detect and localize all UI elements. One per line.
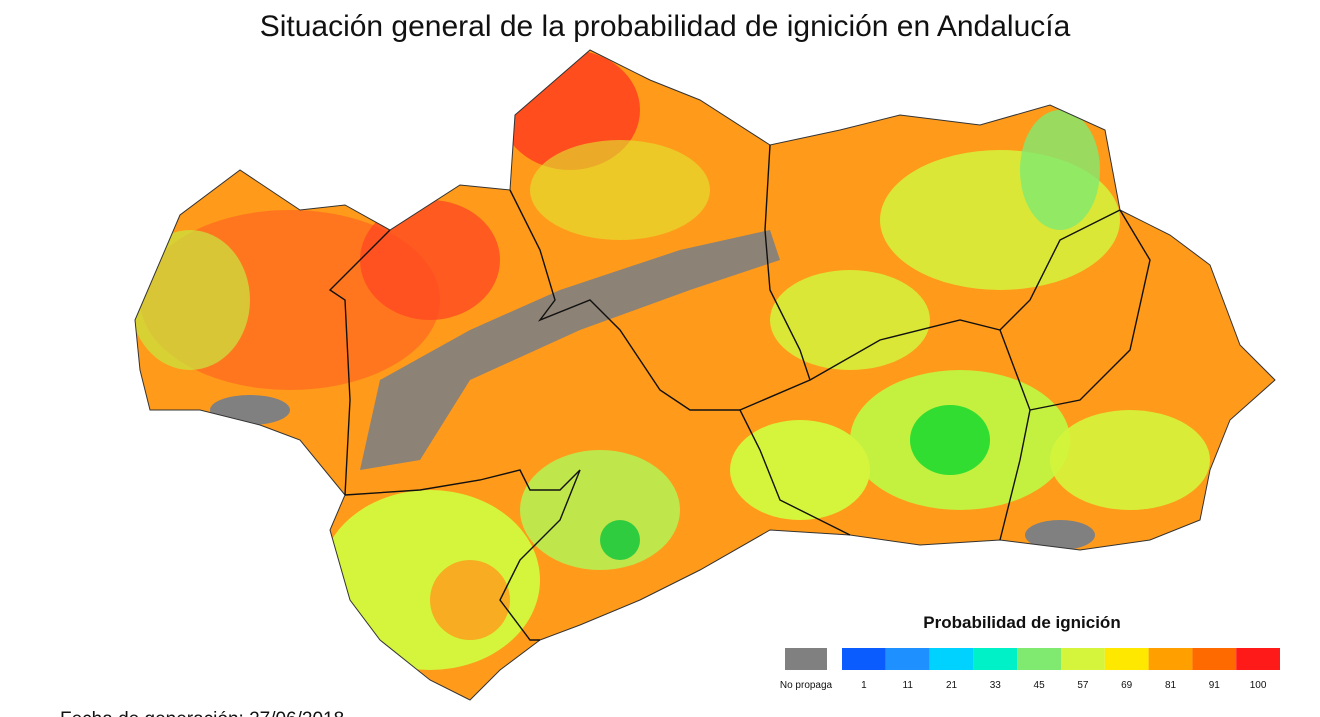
legend-swatch xyxy=(1017,648,1061,670)
legend-label: 1 xyxy=(861,680,867,691)
legend-label: 100 xyxy=(1250,680,1267,691)
legend-label: 91 xyxy=(1209,680,1221,691)
legend-swatch xyxy=(885,648,930,670)
legend-label: 33 xyxy=(990,680,1002,691)
legend-swatch xyxy=(1192,648,1237,670)
legend-label: 57 xyxy=(1077,680,1089,691)
legend-label: No propaga xyxy=(780,680,833,691)
legend-swatch xyxy=(1104,648,1149,670)
legend-swatch xyxy=(842,648,886,670)
legend-label: 11 xyxy=(903,680,914,691)
map-title: Situación general de la probabilidad de … xyxy=(260,10,1071,43)
legend-swatch xyxy=(785,648,827,670)
legend-label: 81 xyxy=(1165,680,1177,691)
map-region xyxy=(135,50,1275,700)
legend-swatch xyxy=(1061,648,1105,670)
legend-title: Probabilidad de ignición xyxy=(923,613,1120,632)
legend-swatch xyxy=(929,648,974,670)
legend-swatch xyxy=(1148,648,1193,670)
legend-swatch xyxy=(973,648,1018,670)
province-borders xyxy=(328,144,1151,641)
footer: Fecha de generación: 27/06/2018 xyxy=(60,709,344,717)
legend-label: 69 xyxy=(1121,680,1133,691)
legend: No propaga 1 11 21 33 45 57 69 81 91 100 xyxy=(780,648,1280,691)
legend-label: 45 xyxy=(1034,680,1046,691)
legend-label: 21 xyxy=(946,680,958,691)
legend-swatch xyxy=(1236,648,1280,670)
